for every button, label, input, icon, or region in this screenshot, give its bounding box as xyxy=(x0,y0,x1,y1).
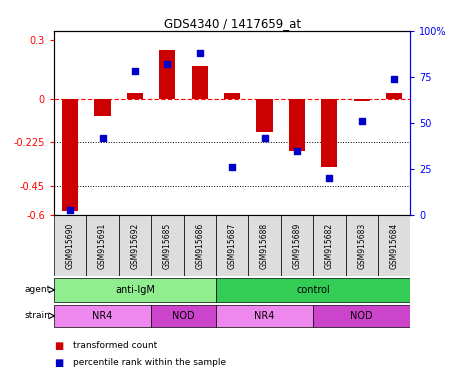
Title: GDS4340 / 1417659_at: GDS4340 / 1417659_at xyxy=(164,17,301,30)
Bar xyxy=(289,99,305,151)
Bar xyxy=(216,215,249,276)
Bar xyxy=(94,99,111,116)
Bar xyxy=(54,215,86,276)
Bar xyxy=(216,305,313,327)
Text: NR4: NR4 xyxy=(254,311,275,321)
Bar xyxy=(151,305,216,327)
Point xyxy=(261,134,268,141)
Text: GSM915691: GSM915691 xyxy=(98,223,107,269)
Text: GSM915690: GSM915690 xyxy=(66,223,75,269)
Bar xyxy=(354,99,370,101)
Point xyxy=(131,68,139,74)
Bar xyxy=(313,305,410,327)
Point xyxy=(67,207,74,213)
Text: NR4: NR4 xyxy=(92,311,113,321)
Text: GSM915685: GSM915685 xyxy=(163,223,172,269)
Text: NOD: NOD xyxy=(350,311,373,321)
Text: GSM915687: GSM915687 xyxy=(227,223,237,269)
Bar xyxy=(54,278,216,302)
Bar xyxy=(346,215,378,276)
Text: control: control xyxy=(296,285,330,295)
Bar xyxy=(281,215,313,276)
Bar xyxy=(249,215,281,276)
Bar xyxy=(386,93,402,99)
Point xyxy=(164,61,171,67)
Bar xyxy=(192,66,208,99)
Text: GSM915682: GSM915682 xyxy=(325,223,334,269)
Point xyxy=(99,134,106,141)
Point xyxy=(390,76,398,82)
Point xyxy=(228,164,236,170)
Text: GSM915684: GSM915684 xyxy=(390,223,399,269)
Text: GSM915686: GSM915686 xyxy=(195,223,204,269)
Bar xyxy=(151,215,183,276)
Bar xyxy=(127,93,143,99)
Point xyxy=(325,175,333,181)
Point xyxy=(358,118,365,124)
Bar xyxy=(313,215,346,276)
Bar xyxy=(224,93,240,99)
Text: GSM915689: GSM915689 xyxy=(293,223,302,269)
Point xyxy=(293,147,301,154)
Text: ■: ■ xyxy=(54,358,63,368)
Bar xyxy=(183,215,216,276)
Bar xyxy=(54,305,151,327)
Text: GSM915683: GSM915683 xyxy=(357,223,366,269)
Text: GSM915692: GSM915692 xyxy=(130,223,139,269)
Bar xyxy=(119,215,151,276)
Text: ■: ■ xyxy=(54,341,63,351)
Bar xyxy=(86,215,119,276)
Text: agent: agent xyxy=(24,285,50,295)
Text: strain: strain xyxy=(24,311,50,320)
Bar xyxy=(62,99,78,211)
Text: NOD: NOD xyxy=(172,311,195,321)
Text: anti-IgM: anti-IgM xyxy=(115,285,155,295)
Bar xyxy=(378,215,410,276)
Bar xyxy=(321,99,338,167)
Text: transformed count: transformed count xyxy=(73,341,157,350)
Point xyxy=(196,50,204,56)
Bar xyxy=(257,99,272,132)
Text: GSM915688: GSM915688 xyxy=(260,223,269,269)
Bar xyxy=(159,50,175,99)
Text: percentile rank within the sample: percentile rank within the sample xyxy=(73,358,226,367)
Bar xyxy=(216,278,410,302)
